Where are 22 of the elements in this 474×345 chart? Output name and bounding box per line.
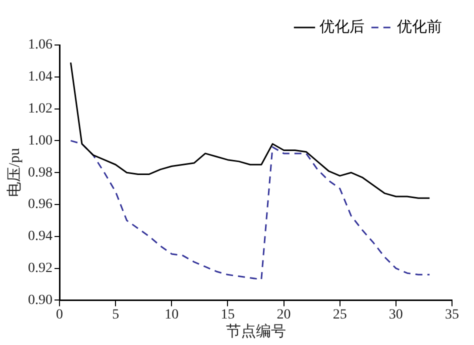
x-tick-label: 20 xyxy=(276,307,291,322)
y-axis-title: 电压/pu xyxy=(6,148,23,198)
x-tick-label: 30 xyxy=(388,307,403,322)
y-tick-label: 0.98 xyxy=(28,165,52,180)
x-tick-label: 10 xyxy=(164,307,179,322)
y-tick-label: 0.90 xyxy=(28,292,52,308)
x-tick-label: 0 xyxy=(56,307,63,322)
y-tick-label: 1.00 xyxy=(28,133,52,148)
y-tick-label: 1.04 xyxy=(28,70,52,85)
legend-label: 优化后 xyxy=(320,18,364,36)
legend-label: 优化前 xyxy=(397,18,442,36)
y-tick-label: 0.96 xyxy=(28,197,52,212)
x-tick-label: 25 xyxy=(332,307,347,322)
y-tick-label: 1.02 xyxy=(28,101,52,116)
x-axis-title: 节点编号 xyxy=(226,322,286,340)
y-tick-label: 1.06 xyxy=(28,38,52,53)
x-tick-label: 5 xyxy=(112,307,120,322)
line-series xyxy=(70,140,430,280)
x-tick-label: 15 xyxy=(220,307,235,322)
y-tick-label: 0.92 xyxy=(28,260,52,276)
x-tick-label: 35 xyxy=(445,307,459,322)
y-tick-label: 0.94 xyxy=(28,229,52,244)
